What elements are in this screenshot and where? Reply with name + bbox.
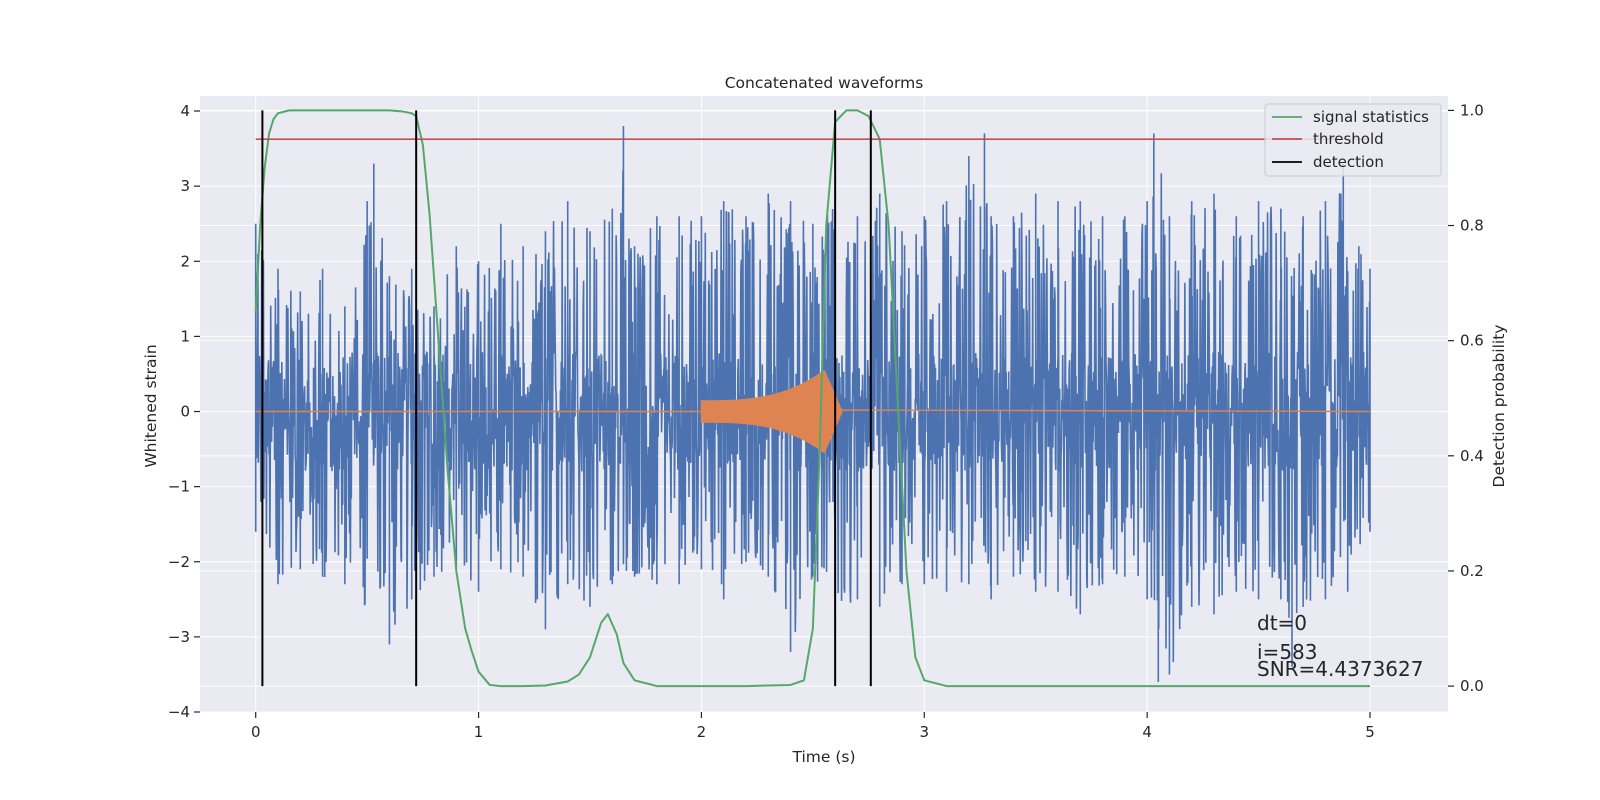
y2-tick-label-2: 0.4 bbox=[1460, 447, 1484, 465]
chart-title: Concatenated waveforms bbox=[725, 74, 924, 92]
y-tick-label-2: −2 bbox=[168, 553, 190, 571]
x-tick-label-1: 1 bbox=[474, 723, 484, 741]
annotation-i: i=583 bbox=[1257, 640, 1318, 664]
injection-series bbox=[255, 370, 1371, 454]
injection-line bbox=[255, 370, 1371, 454]
annotation-snr: SNR=4.4373627 bbox=[1257, 657, 1423, 681]
y2-tick-label-0: 0.0 bbox=[1460, 677, 1484, 695]
legend-label-detection: detection bbox=[1313, 153, 1384, 171]
legend-label-signal-statistics: signal statistics bbox=[1313, 108, 1429, 126]
x-tick-label-2: 2 bbox=[697, 723, 707, 741]
x-tick-label-5: 5 bbox=[1365, 723, 1375, 741]
detection-series bbox=[261, 110, 872, 687]
y-tick-label-0: −4 bbox=[168, 703, 190, 721]
y-axis-label: Whitened strain bbox=[142, 344, 160, 467]
axes: 0 1 2 3 4 5 −4 −3 −2 −1 0 1 2 3 4 0.0 0.2 0.4 0.6 0.8 1.0 bbox=[168, 101, 1484, 741]
y-tick-label-3: −1 bbox=[168, 478, 190, 496]
legend-box bbox=[1264, 103, 1442, 177]
signal-statistics-line bbox=[254, 109, 1370, 688]
y-tick-label-5: 1 bbox=[180, 327, 190, 345]
y2-tick-label-1: 0.2 bbox=[1460, 562, 1484, 580]
x-tick-label-3: 3 bbox=[920, 723, 930, 741]
annotation-dt: dt=0 bbox=[1257, 611, 1307, 635]
y2-tick-label-4: 0.8 bbox=[1460, 217, 1484, 235]
x-axis-label: Time (s) bbox=[791, 748, 855, 766]
y-tick-label-8: 4 bbox=[180, 102, 190, 120]
y-tick-label-6: 2 bbox=[180, 252, 190, 270]
legend: signal statistics threshold detection bbox=[1264, 103, 1442, 177]
y2-axis-label: Detection probability bbox=[1490, 325, 1508, 488]
y-tick-label-1: −3 bbox=[168, 628, 190, 646]
y2-tick-label-5: 1.0 bbox=[1460, 101, 1484, 119]
x-tick-label-4: 4 bbox=[1142, 723, 1152, 741]
y-tick-label-7: 3 bbox=[180, 177, 190, 195]
y-tick-label-4: 0 bbox=[180, 403, 190, 421]
y2-tick-label-3: 0.6 bbox=[1460, 332, 1484, 350]
signal-statistics-series bbox=[254, 109, 1370, 688]
legend-label-threshold: threshold bbox=[1313, 130, 1384, 148]
x-tick-label-0: 0 bbox=[251, 723, 261, 741]
annotations: dt=0 i=583 SNR=4.4373627 bbox=[1257, 611, 1423, 681]
